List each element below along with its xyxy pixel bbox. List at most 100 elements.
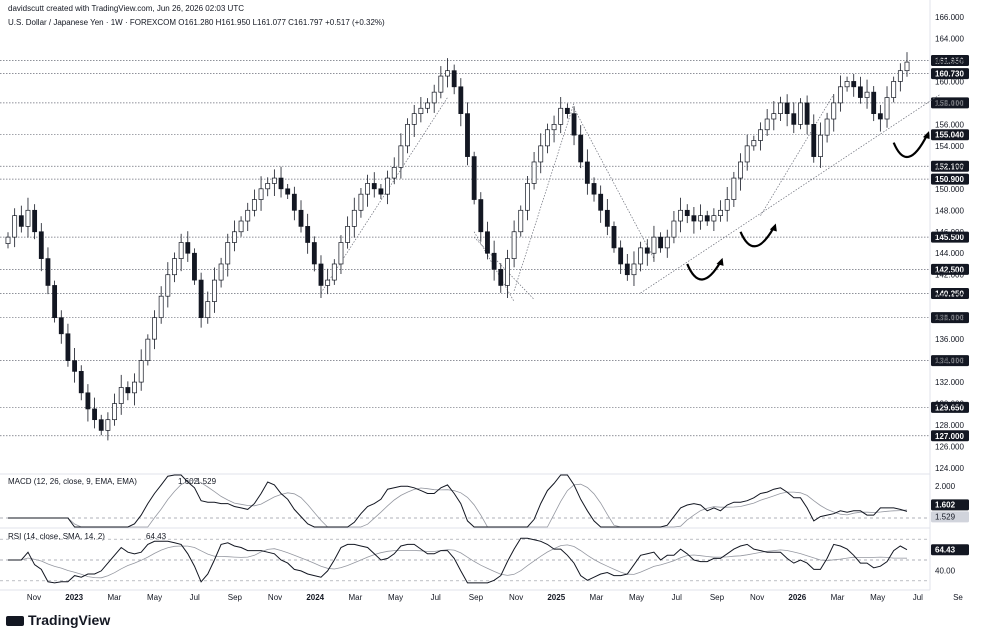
candle-body[interactable] (438, 75, 444, 93)
candle-body[interactable] (338, 242, 344, 265)
candle-body[interactable] (325, 279, 331, 286)
candle-body[interactable] (45, 258, 51, 286)
candle-body[interactable] (744, 145, 750, 163)
candle-body[interactable] (271, 177, 277, 184)
candle-body[interactable] (331, 263, 337, 281)
candle-body[interactable] (378, 188, 384, 195)
trendline[interactable] (513, 102, 575, 291)
trendline[interactable] (640, 94, 941, 294)
candle-body[interactable] (178, 242, 184, 259)
candle-body[interactable] (738, 161, 743, 179)
candle-body[interactable] (305, 226, 311, 243)
candle-body[interactable] (165, 274, 171, 297)
candle-body[interactable] (751, 140, 757, 147)
candle-body[interactable] (232, 231, 237, 243)
candle-body[interactable] (564, 107, 570, 114)
candle-body[interactable] (691, 215, 697, 222)
candle-body[interactable] (518, 209, 524, 233)
candle-body[interactable] (818, 134, 823, 157)
candle-body[interactable] (451, 70, 457, 88)
candle-body[interactable] (698, 215, 703, 222)
candle-body[interactable] (311, 242, 317, 265)
candle-body[interactable] (531, 161, 537, 184)
candle-body[interactable] (525, 183, 530, 211)
candle-body[interactable] (711, 215, 717, 222)
candle-body[interactable] (471, 156, 477, 200)
candle-body[interactable] (258, 188, 264, 200)
time-axis[interactable]: Nov 2023 Mar May Jul Sep Nov 2024 Mar May Jul Sep No… (27, 593, 964, 602)
annotation-arrow[interactable] (739, 226, 775, 248)
candle-body[interactable] (844, 81, 850, 88)
candle-body[interactable] (371, 183, 377, 190)
candle-body[interactable] (804, 102, 810, 125)
candle-body[interactable] (784, 102, 790, 114)
candle-body[interactable] (458, 86, 464, 114)
candle-body[interactable] (158, 295, 164, 319)
candle-body[interactable] (418, 107, 424, 114)
candle-body[interactable] (778, 102, 783, 114)
candle-body[interactable] (145, 338, 151, 361)
candle-body[interactable] (604, 209, 610, 227)
candle-body[interactable] (538, 145, 544, 163)
tradingview-logo[interactable]: TradingView (6, 612, 110, 628)
candle-body[interactable] (112, 403, 117, 421)
candle-body[interactable] (78, 371, 84, 394)
candle-body[interactable] (251, 199, 257, 211)
candle-body[interactable] (551, 124, 557, 131)
candle-body[interactable] (118, 387, 124, 404)
candle-body[interactable] (877, 113, 883, 120)
candle-body[interactable] (851, 81, 857, 88)
candle-body[interactable] (25, 209, 31, 227)
candle-body[interactable] (478, 199, 484, 233)
candle-body[interactable] (684, 209, 690, 217)
candle-body[interactable] (245, 209, 251, 222)
candle-body[interactable] (431, 91, 437, 104)
candle-body[interactable] (758, 129, 763, 141)
candle-body[interactable] (651, 236, 657, 254)
candle-body[interactable] (138, 360, 144, 383)
candle-body[interactable] (578, 134, 584, 163)
candle-body[interactable] (85, 392, 91, 410)
candle-body[interactable] (298, 209, 304, 227)
candle-body[interactable] (485, 231, 490, 254)
candle-body[interactable] (92, 408, 97, 421)
candle-body[interactable] (764, 118, 770, 131)
candle-body[interactable] (871, 91, 877, 114)
candle-body[interactable] (218, 263, 224, 281)
candle-body[interactable] (811, 124, 817, 157)
candle-body[interactable] (132, 381, 137, 394)
candle-body[interactable] (658, 236, 664, 249)
candle-body[interactable] (411, 113, 417, 125)
annotation-arrow[interactable] (892, 134, 928, 159)
candle-body[interactable] (864, 91, 870, 98)
candle-body[interactable] (884, 97, 890, 120)
candle-body[interactable] (125, 387, 131, 394)
candle-body[interactable] (18, 215, 24, 227)
candle-body[interactable] (904, 61, 910, 72)
candle-body[interactable] (798, 102, 803, 125)
trendline[interactable] (473, 236, 535, 300)
candle-body[interactable] (265, 183, 271, 190)
candle-body[interactable] (445, 70, 450, 77)
candle-body[interactable] (5, 236, 11, 244)
candle-body[interactable] (897, 70, 903, 82)
candle-body[interactable] (598, 193, 604, 211)
candle-body[interactable] (152, 317, 157, 340)
candle-body[interactable] (238, 220, 244, 233)
candle-body[interactable] (212, 279, 217, 302)
candle-body[interactable] (358, 193, 364, 211)
candle-body[interactable] (351, 209, 357, 227)
candle-body[interactable] (185, 242, 191, 254)
candle-body[interactable] (771, 113, 777, 120)
candle-body[interactable] (491, 252, 497, 270)
candle-body[interactable] (704, 215, 710, 222)
candle-body[interactable] (631, 263, 637, 276)
candle-body[interactable] (664, 236, 670, 249)
candle-body[interactable] (318, 263, 324, 286)
candle-body[interactable] (831, 102, 837, 120)
candle-body[interactable] (718, 209, 723, 217)
candle-body[interactable] (571, 113, 577, 136)
candle-body[interactable] (391, 166, 397, 179)
candle-body[interactable] (618, 247, 624, 265)
candle-body[interactable] (32, 209, 38, 233)
